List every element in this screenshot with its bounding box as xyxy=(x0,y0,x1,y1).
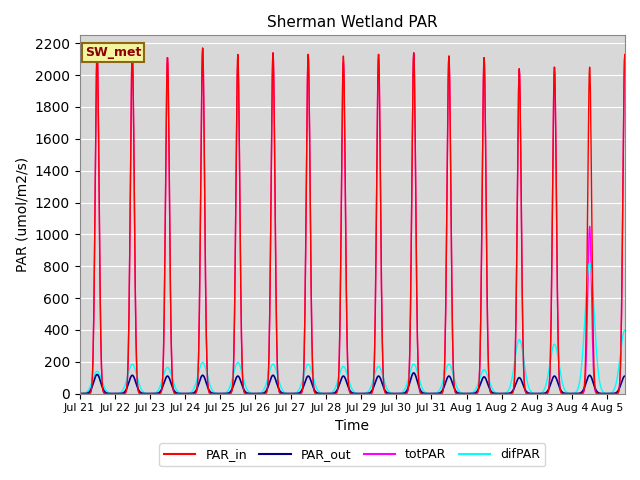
X-axis label: Time: Time xyxy=(335,419,369,433)
Title: Sherman Wetland PAR: Sherman Wetland PAR xyxy=(267,15,438,30)
PAR_out xyxy=(494,391,502,396)
PAR_in xyxy=(494,391,502,396)
PAR_in xyxy=(346,390,354,396)
difPAR xyxy=(638,391,640,396)
PAR_in xyxy=(199,45,207,51)
Legend: PAR_in, PAR_out, totPAR, difPAR: PAR_in, PAR_out, totPAR, difPAR xyxy=(159,443,545,466)
PAR_in xyxy=(164,55,172,60)
PAR_in xyxy=(76,391,83,396)
difPAR xyxy=(493,390,501,396)
PAR_out xyxy=(76,391,83,396)
PAR_out xyxy=(346,388,354,394)
PAR_out xyxy=(410,370,417,376)
totPAR xyxy=(346,390,354,396)
PAR_in xyxy=(336,335,344,340)
totPAR xyxy=(76,391,83,396)
PAR_out xyxy=(638,391,640,396)
difPAR xyxy=(164,364,172,370)
totPAR xyxy=(631,391,639,396)
Y-axis label: PAR (umol/m2/s): PAR (umol/m2/s) xyxy=(15,157,29,272)
difPAR xyxy=(631,385,639,391)
Line: difPAR: difPAR xyxy=(79,263,640,394)
difPAR xyxy=(76,391,83,396)
Line: PAR_out: PAR_out xyxy=(79,373,640,394)
totPAR xyxy=(199,45,207,51)
difPAR xyxy=(576,378,584,384)
totPAR xyxy=(576,391,584,396)
PAR_in xyxy=(631,391,639,396)
Text: SW_met: SW_met xyxy=(85,46,141,59)
totPAR xyxy=(638,391,640,396)
Line: PAR_in: PAR_in xyxy=(79,48,640,394)
PAR_in xyxy=(638,391,640,396)
difPAR xyxy=(335,372,343,378)
totPAR xyxy=(494,391,502,396)
difPAR xyxy=(586,260,593,266)
PAR_out xyxy=(164,373,172,379)
PAR_out xyxy=(631,390,639,396)
PAR_in xyxy=(576,391,584,396)
totPAR xyxy=(336,336,344,341)
PAR_out xyxy=(335,382,343,387)
PAR_out xyxy=(576,390,584,396)
difPAR xyxy=(346,381,354,387)
Line: totPAR: totPAR xyxy=(79,48,640,394)
totPAR xyxy=(164,55,172,60)
